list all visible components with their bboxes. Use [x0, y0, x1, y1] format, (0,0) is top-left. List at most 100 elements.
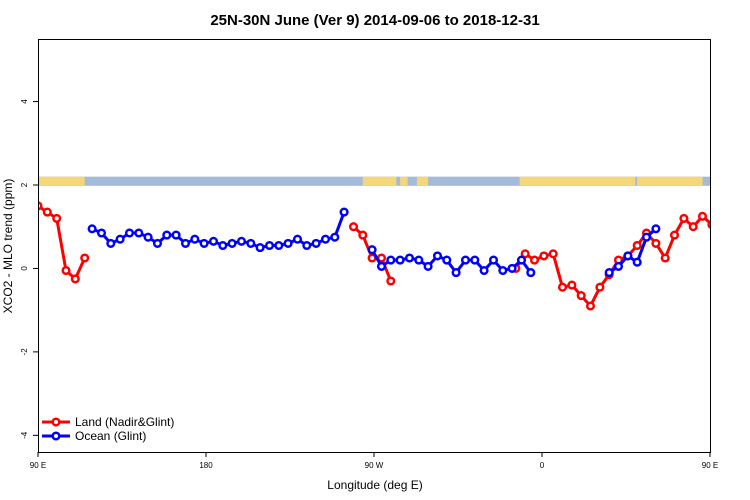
data-point [651, 224, 661, 234]
data-point [348, 222, 359, 232]
data-point [632, 257, 642, 267]
chart-title: 25N-30N June (Ver 9) 2014-09-06 to 2018-… [210, 12, 539, 29]
data-point [292, 234, 303, 244]
series-layer [38, 201, 750, 311]
data-point [707, 220, 710, 229]
data-point [320, 234, 331, 244]
data-point [386, 276, 396, 286]
data-point [274, 240, 284, 251]
data-point [80, 253, 90, 263]
data-point [124, 228, 135, 238]
data-point [641, 232, 652, 242]
data-point [70, 274, 80, 284]
x-tick-label: 0 [540, 461, 545, 470]
data-point [302, 240, 312, 251]
map-strip-land [637, 176, 703, 186]
data-point [697, 211, 708, 221]
data-point [106, 238, 116, 248]
y-tick-label: -2 [20, 348, 29, 356]
data-point [539, 251, 549, 261]
data-point [516, 255, 527, 265]
data-point [679, 213, 689, 223]
map-strip-land [400, 176, 408, 186]
data-point [737, 215, 744, 222]
x-tick-label: 180 [199, 461, 213, 470]
data-point [432, 251, 443, 261]
map-strip-land [519, 176, 636, 186]
data-point [451, 268, 461, 278]
data-point [585, 301, 596, 311]
data-point [688, 222, 698, 232]
data-point [660, 253, 670, 263]
data-point [218, 240, 228, 251]
x-tick-label: 90 E [702, 461, 718, 470]
data-point [718, 203, 725, 210]
series-ocean [87, 207, 750, 278]
data-point [330, 232, 340, 242]
y-tick-label: 4 [20, 99, 29, 104]
series-line [514, 214, 710, 308]
data-point [613, 261, 624, 271]
data-point [423, 261, 433, 271]
legend-marker [51, 431, 61, 441]
map-strip-land [38, 176, 85, 186]
data-point [264, 240, 275, 251]
data-point [404, 253, 415, 263]
x-axis: 90 E 180 90 W 0 90 E [30, 452, 718, 470]
x-tick-label: 90 W [365, 461, 384, 470]
data-point [311, 238, 321, 248]
data-point [87, 224, 97, 234]
data-point [208, 236, 219, 246]
data-point [376, 261, 387, 271]
data-point [152, 238, 163, 248]
data-point [442, 255, 452, 265]
legend: Land (Nadir&Glint)Ocean (Glint) [42, 415, 174, 443]
y-tick-label: 0 [20, 266, 29, 271]
data-point [283, 238, 293, 248]
data-point [746, 265, 750, 272]
data-point [507, 263, 517, 273]
data-point [115, 234, 125, 244]
data-point [96, 228, 107, 238]
data-point [255, 243, 265, 253]
x-axis-label: Longitude (deg E) [327, 478, 422, 492]
data-point [529, 255, 540, 265]
legend-label: Land (Nadir&Glint) [75, 415, 174, 429]
y-axis: 4 2 0 -2 -4 [20, 99, 38, 439]
data-point [236, 236, 247, 246]
data-point [339, 207, 349, 217]
data-point [190, 234, 200, 244]
data-point [61, 265, 71, 276]
data-point [42, 207, 52, 217]
data-point [595, 282, 605, 292]
data-point [651, 238, 661, 248]
data-point [386, 255, 396, 265]
legend-item: Land (Nadir&Glint) [42, 415, 174, 429]
data-point [52, 213, 62, 223]
data-point [632, 240, 642, 251]
data-point [367, 245, 377, 255]
data-point [470, 255, 480, 265]
data-point [171, 230, 181, 240]
data-point [557, 282, 568, 292]
data-point [134, 228, 144, 238]
map-strip-land [362, 176, 397, 186]
y-tick-label: 2 [20, 182, 29, 187]
data-point [498, 265, 508, 276]
data-point [395, 255, 405, 265]
legend-label: Ocean (Glint) [75, 429, 146, 443]
data-point [520, 249, 530, 259]
data-point [548, 249, 558, 259]
data-point [227, 238, 237, 248]
map-strip [38, 176, 710, 186]
legend-marker [51, 417, 61, 427]
data-point [746, 226, 750, 233]
y-axis-label: XCO2 - MLO trend (ppm) [1, 179, 15, 314]
data-point [180, 238, 191, 248]
data-point [246, 238, 256, 248]
series-line [91, 211, 346, 250]
data-point [727, 209, 734, 216]
data-point [488, 255, 499, 265]
data-point [526, 268, 536, 278]
